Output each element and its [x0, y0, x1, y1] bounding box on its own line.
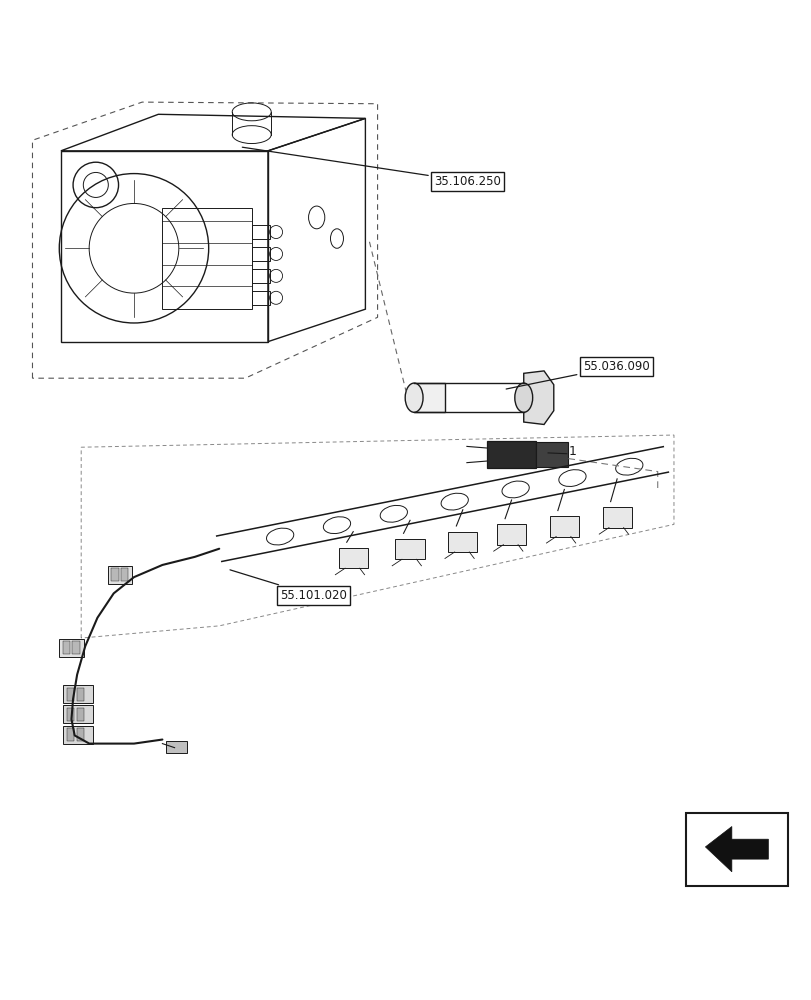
Bar — [166, 741, 187, 753]
Bar — [251, 247, 269, 261]
Ellipse shape — [405, 383, 423, 412]
Bar — [77, 728, 84, 741]
Bar — [72, 641, 79, 654]
Bar — [338, 548, 367, 568]
Text: 35.106.250: 35.106.250 — [242, 147, 500, 188]
Bar — [62, 685, 93, 703]
Bar — [487, 441, 535, 468]
Bar — [414, 383, 444, 412]
Bar — [685, 813, 787, 886]
Text: 55.036.090: 55.036.090 — [505, 360, 649, 389]
Bar — [251, 269, 269, 283]
Bar — [251, 225, 269, 239]
Bar — [448, 532, 477, 552]
Text: 1: 1 — [568, 445, 576, 458]
Bar — [62, 726, 93, 744]
Bar — [62, 705, 93, 723]
Text: 55.101.020: 55.101.020 — [230, 570, 346, 602]
Bar — [67, 708, 74, 721]
Bar — [549, 516, 578, 537]
Polygon shape — [523, 371, 553, 424]
Bar — [496, 524, 526, 545]
Bar — [602, 507, 631, 528]
Bar — [62, 641, 70, 654]
Bar — [395, 539, 424, 559]
Bar — [77, 688, 84, 701]
Bar — [121, 568, 128, 581]
Bar — [77, 708, 84, 721]
Bar — [535, 442, 568, 467]
Ellipse shape — [514, 383, 532, 412]
Bar — [67, 688, 74, 701]
Bar — [59, 639, 84, 657]
Bar — [111, 568, 118, 581]
Bar — [108, 566, 132, 584]
Polygon shape — [705, 827, 767, 872]
Bar — [251, 291, 269, 305]
Bar — [67, 728, 74, 741]
